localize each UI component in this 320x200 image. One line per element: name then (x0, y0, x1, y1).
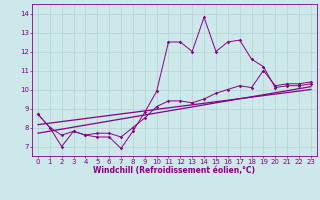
X-axis label: Windchill (Refroidissement éolien,°C): Windchill (Refroidissement éolien,°C) (93, 166, 255, 175)
